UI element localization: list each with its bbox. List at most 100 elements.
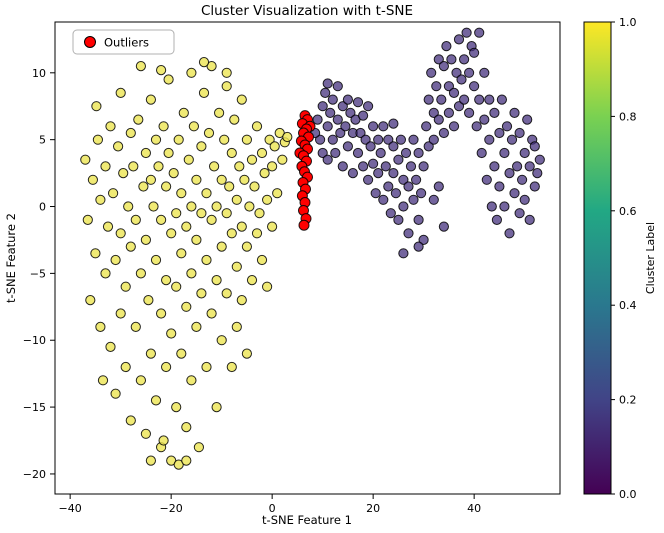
data-point-cluster-1-yellow: [246, 275, 258, 286]
data-point-cluster-1-yellow: [231, 194, 242, 205]
data-point-cluster-1-yellow: [82, 214, 93, 225]
data-point-cluster-0-purple: [532, 168, 543, 179]
data-point-cluster-1-yellow: [198, 87, 210, 99]
data-point-cluster-1-yellow: [166, 228, 177, 239]
data-point-cluster-1-yellow: [191, 321, 202, 332]
data-point-cluster-1-yellow: [87, 174, 99, 185]
y-axis-label: t-SNE Feature 2: [4, 213, 18, 303]
x-axis-label: t-SNE Feature 1: [262, 513, 352, 527]
data-point-cluster-1-yellow: [128, 161, 139, 172]
data-point-cluster-1-yellow: [171, 402, 182, 413]
data-point-cluster-0-purple: [504, 168, 515, 179]
data-point-cluster-1-yellow: [244, 201, 255, 212]
data-point-cluster-0-purple: [418, 161, 429, 172]
data-point-cluster-1-yellow: [102, 221, 114, 232]
x-tick-label: 20: [366, 502, 380, 515]
data-point-cluster-1-yellow: [221, 67, 232, 78]
data-point-cluster-0-purple: [337, 101, 348, 112]
data-point-cluster-1-yellow: [272, 188, 283, 199]
data-point-cluster-0-purple: [352, 97, 364, 108]
data-point-cluster-1-yellow: [100, 161, 111, 172]
data-point-cluster-0-purple: [368, 158, 379, 169]
data-point-cluster-0-purple: [464, 67, 475, 78]
data-point-cluster-0-purple: [393, 214, 404, 225]
data-point-cluster-0-purple: [413, 241, 424, 252]
data-point-cluster-0-purple: [519, 147, 530, 159]
data-point-cluster-1-yellow: [206, 308, 217, 319]
data-point-cluster-0-purple: [471, 121, 482, 132]
data-point-cluster-0-purple: [504, 228, 515, 239]
data-point-cluster-1-yellow: [203, 127, 215, 139]
data-point-cluster-0-purple: [398, 201, 409, 212]
data-point-cluster-1-yellow: [80, 154, 91, 165]
data-point-cluster-1-yellow: [171, 208, 182, 219]
data-point-cluster-1-yellow: [239, 174, 250, 185]
data-point-cluster-1-yellow: [209, 161, 220, 172]
data-point-cluster-1-yellow: [153, 161, 164, 172]
data-point-cluster-0-purple: [436, 94, 447, 105]
data-point-cluster-0-purple: [494, 181, 505, 192]
data-point-cluster-0-purple: [451, 67, 462, 78]
legend-label-outliers: Outliers: [104, 36, 149, 50]
legend: Outliers: [72, 29, 175, 55]
data-point-cluster-0-purple: [405, 161, 417, 172]
data-point-cluster-0-purple: [325, 107, 336, 119]
y-axis-ticks: −20 −15 −10 −5 0 5 10: [23, 67, 55, 481]
data-point-cluster-0-purple: [499, 147, 510, 159]
data-point-cluster-1-yellow: [148, 201, 159, 212]
data-point-cluster-1-yellow: [120, 361, 131, 373]
data-point-cluster-1-yellow: [262, 194, 273, 205]
data-point-cluster-0-purple: [403, 181, 414, 192]
x-tick-label: 0: [269, 502, 276, 515]
data-point-cluster-0-purple: [464, 107, 475, 119]
data-point-cluster-1-yellow: [196, 141, 207, 152]
data-point-cluster-0-purple: [489, 107, 500, 119]
data-point-cluster-1-yellow: [173, 134, 184, 145]
data-point-cluster-1-yellow: [95, 194, 106, 205]
data-point-cluster-1-yellow: [140, 428, 151, 439]
data-point-cluster-0-purple: [388, 168, 399, 179]
data-point-cluster-1-yellow: [108, 188, 119, 199]
legend-marker-outliers: [84, 36, 96, 48]
data-point-cluster-0-purple: [322, 154, 333, 165]
data-point-cluster-0-purple: [327, 94, 338, 105]
data-point-cluster-1-yellow: [211, 402, 222, 413]
data-point-cluster-0-purple: [489, 161, 500, 172]
data-point-cluster-0-purple: [509, 188, 520, 199]
data-point-cluster-0-purple: [330, 147, 341, 159]
data-point-cluster-1-yellow: [135, 268, 146, 279]
data-point-cluster-0-purple: [461, 27, 472, 38]
data-point-cluster-0-purple: [428, 107, 439, 119]
data-point-cluster-0-purple: [345, 107, 356, 119]
y-tick-label: 0: [39, 201, 46, 214]
data-point-cluster-1-yellow: [135, 375, 146, 386]
data-point-cluster-0-purple: [433, 54, 444, 65]
data-point-cluster-1-yellow: [125, 415, 136, 426]
data-point-cluster-1-yellow: [125, 127, 136, 139]
y-tick-label: 5: [39, 134, 46, 147]
data-point-cluster-1-yellow: [221, 208, 232, 219]
data-point-cluster-1-yellow: [206, 214, 217, 225]
data-point-cluster-0-purple: [496, 94, 507, 105]
data-point-cluster-0-purple: [373, 168, 384, 179]
data-point-cluster-1-yellow: [156, 214, 167, 225]
data-point-cluster-0-purple: [426, 67, 437, 78]
data-point-cluster-0-purple: [456, 74, 467, 85]
data-point-cluster-1-yellow: [118, 168, 129, 179]
data-point-cluster-1-yellow: [191, 234, 202, 245]
data-point-cluster-0-purple: [322, 121, 333, 132]
data-point-cluster-1-yellow: [91, 101, 102, 112]
data-point-cluster-0-purple: [340, 121, 351, 132]
data-point-cluster-0-purple: [448, 87, 460, 99]
data-point-cluster-0-purple: [332, 114, 343, 125]
data-point-cluster-1-yellow: [161, 181, 172, 192]
data-point-cluster-0-purple: [479, 67, 490, 78]
data-point-cluster-1-yellow: [97, 375, 109, 386]
data-point-cluster-0-purple: [524, 161, 535, 172]
data-point-cluster-0-purple: [423, 141, 434, 152]
data-point-cluster-0-purple: [476, 147, 487, 159]
data-point-cluster-0-purple: [383, 181, 394, 192]
data-point-cluster-0-purple: [514, 208, 525, 219]
data-point-cluster-0-purple: [459, 54, 470, 65]
